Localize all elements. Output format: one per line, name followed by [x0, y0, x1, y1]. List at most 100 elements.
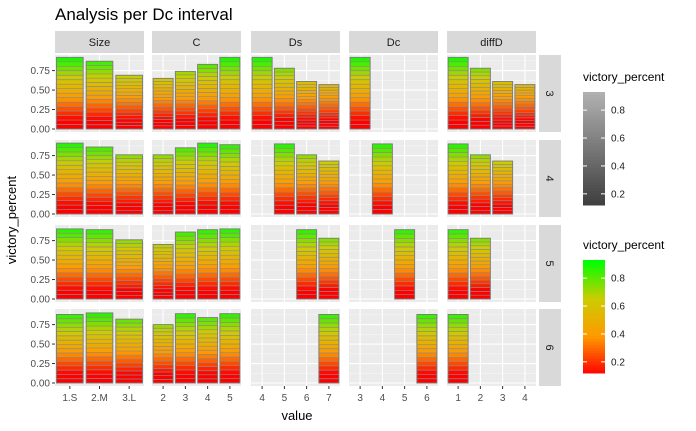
bar [174, 147, 196, 215]
bar-segment [448, 286, 469, 291]
bar-segment [492, 180, 513, 185]
bar-segment [115, 269, 143, 274]
y-tick-label: 0.00 [31, 379, 51, 390]
bar-segment [175, 189, 196, 194]
bar-segment [219, 66, 240, 71]
bar-segment [115, 265, 143, 270]
legend-label: 0.2 [611, 189, 625, 200]
bar-segment [153, 125, 174, 129]
bar-segment [350, 97, 371, 103]
bar [219, 56, 241, 130]
legend-colorbar-step [583, 358, 605, 363]
bar-segment [197, 362, 218, 367]
bar-segment [56, 365, 84, 371]
bar-segment [175, 160, 196, 165]
bar-segment [296, 286, 317, 291]
bar-segment [274, 200, 295, 206]
bar-segment [296, 102, 317, 106]
legend-colorbar-step [583, 142, 605, 147]
bar-segment [86, 365, 113, 370]
bar-segment [56, 327, 84, 332]
legend-colorbar-step [583, 361, 605, 366]
bar-segment [219, 192, 240, 197]
bar-segment [56, 191, 84, 197]
bar-segment [86, 176, 113, 181]
bar-segment [470, 242, 491, 246]
bar-segment [448, 70, 469, 76]
bar-segment [416, 348, 437, 354]
bar-segment [296, 180, 317, 185]
bar-segment [86, 251, 113, 256]
bar-segment [86, 209, 113, 214]
bar-segment [175, 326, 196, 332]
bar-segment [153, 84, 174, 88]
bar-segment [86, 197, 113, 202]
bar-segment [318, 378, 339, 383]
bar-segment [115, 258, 143, 262]
legend-colorbar-step [583, 151, 605, 155]
bar-segment [296, 154, 317, 159]
bar-segment [492, 197, 513, 201]
bar-segment [86, 356, 113, 362]
bar-segment [175, 209, 196, 214]
bar-segment [56, 290, 84, 295]
bar-segment [115, 78, 143, 82]
bar-segment [86, 193, 113, 198]
bar-segment [274, 209, 295, 214]
x-tick-label: 4 [522, 393, 528, 404]
bar-segment [470, 276, 491, 281]
bar-segment [219, 268, 240, 273]
bar-segment [394, 260, 415, 265]
bar-segment [448, 205, 469, 210]
bar-segment [153, 364, 174, 369]
bar-segment [350, 102, 371, 107]
bar [152, 154, 174, 215]
bar-segment [197, 350, 218, 355]
bar-segment [56, 143, 84, 148]
legend-colorbar-step [583, 296, 605, 301]
bar-segment [56, 318, 84, 324]
bar-segment [197, 366, 218, 371]
y-tick-label: 0.25 [31, 359, 51, 370]
bar-segment [448, 106, 469, 112]
bar-segment [372, 157, 393, 162]
bar-segment [274, 79, 295, 84]
facet-strip-C [152, 31, 241, 53]
bar-segment [514, 109, 535, 113]
bar-segment [115, 375, 143, 380]
bar-segment [318, 238, 339, 243]
bar-segment [153, 278, 174, 282]
bar-segment [274, 83, 295, 88]
bar-segment [115, 367, 143, 372]
bar-segment [252, 120, 273, 125]
bar-segment [115, 75, 143, 79]
bar-segment [56, 160, 84, 166]
bar-segment [296, 234, 317, 239]
bar-segment [448, 260, 469, 265]
bar-segment [219, 79, 240, 85]
bar-segment [219, 378, 240, 383]
bar-segment [318, 87, 339, 91]
bar-segment [175, 257, 196, 262]
legend-colorbar-step [583, 168, 605, 172]
bar-segment [318, 261, 339, 265]
bar-segment [175, 378, 196, 383]
legend-colorbar-step [583, 279, 605, 284]
bar-segment [56, 361, 84, 366]
bar [85, 146, 114, 215]
bar-segment [175, 121, 196, 126]
bar-segment [153, 87, 174, 92]
bar-segment [470, 173, 491, 177]
bar-segment [153, 78, 174, 82]
bar-segment [153, 247, 174, 252]
bar-segment [86, 65, 113, 70]
bar-segment [470, 180, 491, 185]
bar-segment [175, 164, 196, 169]
bar-segment [296, 162, 317, 166]
bar-segment [115, 180, 143, 185]
bar-segment [86, 264, 113, 269]
bar-segment [153, 251, 174, 255]
bar-segment [115, 287, 143, 292]
bar-segment [318, 126, 339, 129]
bar [492, 160, 514, 215]
